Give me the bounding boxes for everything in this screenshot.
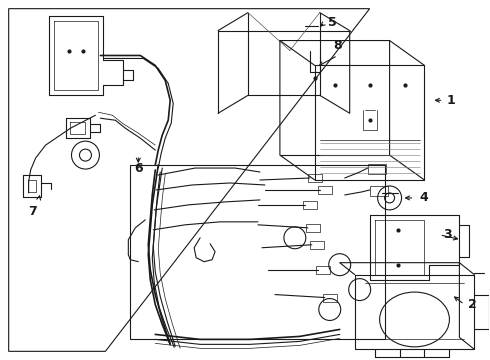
- Bar: [318, 186, 332, 194]
- Text: 4: 4: [419, 192, 428, 204]
- Bar: [368, 164, 386, 174]
- Text: 1: 1: [447, 94, 456, 107]
- Text: 3: 3: [443, 228, 452, 241]
- Bar: [303, 201, 317, 209]
- Text: 6: 6: [134, 162, 143, 175]
- Bar: [308, 174, 322, 182]
- Bar: [323, 293, 337, 302]
- Bar: [130, 165, 385, 339]
- Text: 8: 8: [333, 39, 342, 52]
- Text: 7: 7: [28, 205, 37, 219]
- Text: 2: 2: [468, 298, 477, 311]
- Bar: [310, 241, 324, 249]
- Text: 5: 5: [328, 16, 337, 29]
- Bar: [306, 224, 320, 232]
- Bar: [369, 186, 388, 196]
- Bar: [316, 266, 330, 274]
